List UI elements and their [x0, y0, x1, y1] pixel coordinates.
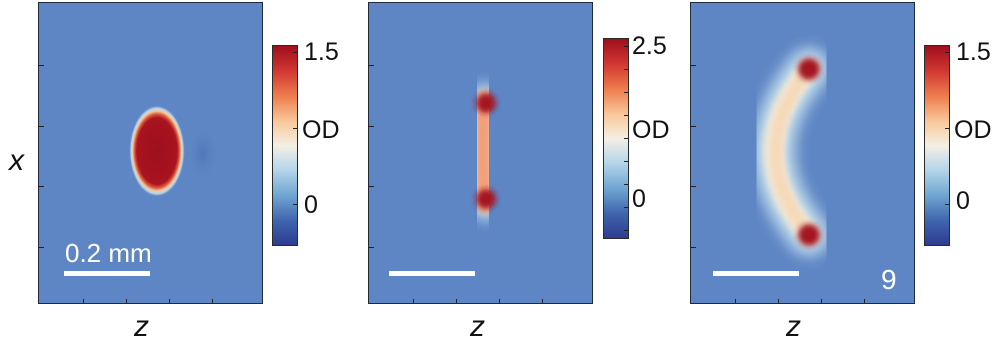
- colorbar-3-max-label: 1.5: [956, 38, 991, 66]
- z-axis-label-2: z: [470, 310, 485, 343]
- atom-cloud-image-3: [753, 48, 830, 256]
- colorbar-2-max-label: 2.5: [632, 32, 667, 60]
- colorbar-1-max-label: 1.5: [304, 38, 339, 66]
- colorbar-3: [924, 45, 950, 246]
- colorbar-1-min-label: 0: [304, 191, 318, 219]
- atom-cloud-image-1: [129, 105, 219, 197]
- colorbar-2-min-label: 0: [632, 185, 646, 213]
- scale-bar-label: 0.2 mm: [65, 238, 152, 268]
- colorbar-2-unit-label: OD: [632, 116, 670, 144]
- atom-cloud-image-2: [460, 83, 506, 221]
- z-axis-label-1: z: [134, 310, 149, 343]
- scale-bar: [389, 271, 475, 276]
- absorption-image-panel-2: [368, 2, 593, 304]
- z-axis-label-3: z: [786, 310, 801, 343]
- absorption-image-panel-3: 9: [690, 2, 915, 304]
- colorbar-1-unit-label: OD: [302, 116, 340, 144]
- panel-number: 9: [881, 264, 897, 295]
- scale-bar: [713, 271, 799, 276]
- colorbar-1: [272, 45, 298, 246]
- x-axis-label: x: [9, 144, 24, 177]
- colorbar-3-unit-label: OD: [954, 116, 992, 144]
- scale-bar: [64, 271, 150, 276]
- colorbar-3-min-label: 0: [956, 187, 970, 215]
- absorption-image-panel-1: 0.2 mm: [38, 2, 263, 304]
